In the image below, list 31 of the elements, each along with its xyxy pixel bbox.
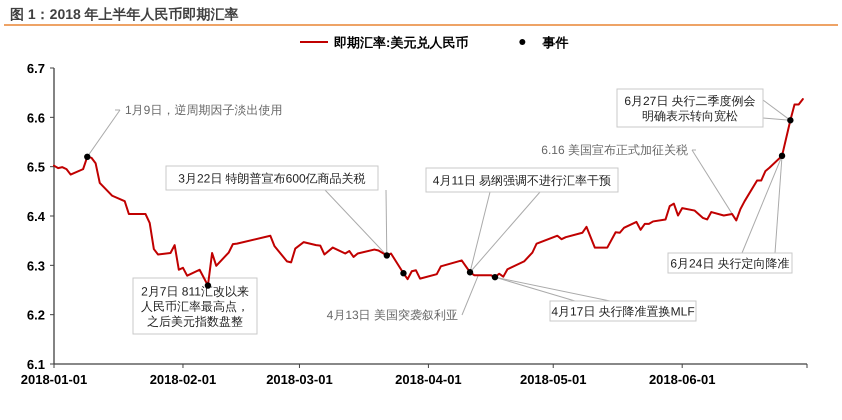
y-tick-label: 6.3	[26, 258, 45, 274]
y-tick-label: 6.7	[26, 61, 45, 76]
y-tick-label: 6.6	[26, 110, 45, 126]
point	[384, 252, 390, 259]
y-tick-label: 6.2	[26, 308, 45, 323]
annotation: 6.16 美国宣布正式加征关税	[541, 143, 688, 157]
point	[400, 270, 407, 276]
point	[778, 152, 786, 160]
x-tick-label: 2018-04-01	[395, 372, 462, 387]
point	[84, 154, 90, 160]
x-tick-label: 2018-06-01	[648, 372, 716, 387]
annotation: 4月13日 美国突袭叙利亚	[326, 308, 458, 322]
y-tick-label: 6.4	[26, 209, 46, 224]
annotation: 6月24日 央行定向降准	[670, 256, 790, 270]
x-tick-label: 2018-05-01	[520, 372, 586, 387]
legend-label: 事件	[541, 35, 568, 50]
annotation: 1月9日，逆周期因子淡出使用	[125, 103, 282, 117]
x-tick-label: 2018-03-01	[266, 372, 333, 387]
legend-label: 即期汇率:美元兑人民币	[334, 35, 468, 50]
x-tick-label: 2018-01-01	[20, 372, 88, 387]
point	[466, 269, 474, 276]
chart-title: 图 1：2018 年上半年人民币即期汇率	[10, 6, 239, 22]
annotation: 6月27日 央行二季度例会明确表示转向宽松	[624, 94, 756, 123]
y-tick-label: 6.5	[26, 160, 45, 175]
x-tick-label: 2018-02-01	[150, 372, 216, 387]
annotation: 4月17日 央行降准置换MLF	[551, 304, 695, 318]
point	[492, 274, 498, 280]
annotation: 3月22日 特朗普宣布600亿商品关税	[178, 172, 366, 186]
point	[787, 117, 794, 124]
y-tick-label: 6.1	[26, 357, 45, 372]
annotation: 4月11日 易纲强调不进行汇率干预	[432, 174, 612, 188]
